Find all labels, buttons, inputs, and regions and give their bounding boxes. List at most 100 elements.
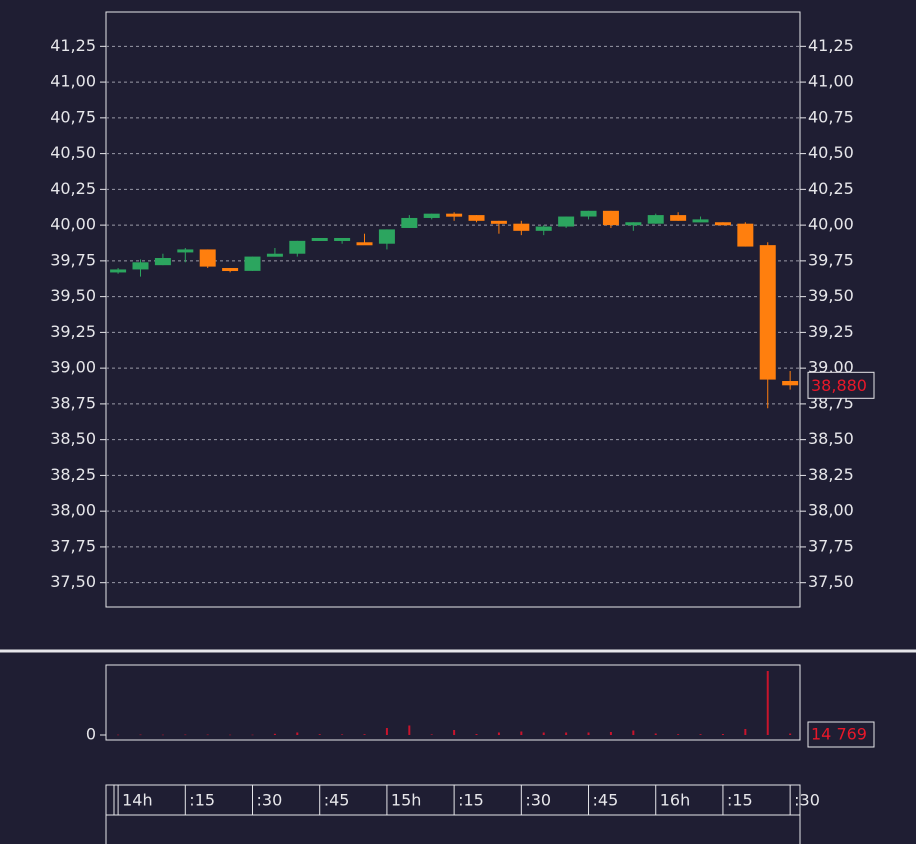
y-tick-label: 40,25 bbox=[50, 179, 96, 198]
candle-body bbox=[558, 216, 575, 227]
y-tick-label: 38,50 bbox=[50, 429, 96, 448]
candle-body bbox=[266, 253, 283, 257]
candle-body bbox=[602, 210, 619, 226]
candle-body bbox=[580, 210, 597, 217]
volume-bar bbox=[161, 734, 164, 736]
volume-bar bbox=[632, 730, 635, 735]
candle-body bbox=[625, 222, 642, 226]
candle-body bbox=[782, 381, 799, 386]
candle-body bbox=[110, 269, 127, 273]
last-volume-label: 14 769 bbox=[811, 725, 867, 744]
volume-bar bbox=[475, 734, 478, 735]
y-tick-label-right: 39,50 bbox=[808, 286, 854, 305]
volume-bar bbox=[587, 732, 590, 735]
last-volume-box bbox=[807, 721, 875, 748]
volume-bar bbox=[497, 732, 500, 735]
candle-body bbox=[446, 213, 463, 217]
volume-bar bbox=[677, 734, 680, 735]
y-tick-label-right: 38,25 bbox=[808, 465, 854, 484]
volume-bar bbox=[609, 732, 612, 735]
y-tick-label-right: 39,25 bbox=[808, 322, 854, 341]
volume-bar bbox=[296, 732, 299, 735]
volume-bar bbox=[117, 734, 120, 736]
candle-body bbox=[692, 219, 709, 223]
y-tick-label: 39,25 bbox=[50, 322, 96, 341]
y-tick-label: 39,50 bbox=[50, 286, 96, 305]
x-tick-label: :30 bbox=[257, 791, 283, 810]
candle-body bbox=[199, 249, 216, 267]
x-tick-label: 16h bbox=[660, 791, 691, 810]
volume-bar bbox=[430, 734, 433, 735]
candle-body bbox=[670, 215, 687, 221]
x-tick-label: 14h bbox=[122, 791, 152, 810]
volume-bar bbox=[542, 732, 545, 735]
volume-bar bbox=[318, 734, 321, 735]
y-tick-label: 41,25 bbox=[50, 36, 96, 55]
candle-body bbox=[356, 242, 373, 246]
volume-bar bbox=[453, 730, 456, 735]
candle-body bbox=[513, 223, 530, 231]
price-frame bbox=[105, 11, 801, 608]
candle-body bbox=[289, 240, 306, 254]
y-tick-label-right: 38,50 bbox=[808, 429, 854, 448]
y-tick-label-right: 41,00 bbox=[808, 72, 854, 91]
candle-body bbox=[378, 229, 395, 244]
candle-body bbox=[177, 249, 194, 253]
volume-bar bbox=[408, 725, 411, 735]
candle-body bbox=[737, 223, 754, 247]
volume-bar bbox=[766, 671, 769, 735]
last-price-label: 38,880 bbox=[811, 376, 867, 395]
x-tick-label: :15 bbox=[727, 791, 753, 810]
candle-body bbox=[759, 245, 776, 380]
y-tick-label-right: 40,00 bbox=[808, 215, 854, 234]
y-tick-label: 0 bbox=[86, 725, 96, 744]
y-tick-label: 40,00 bbox=[50, 215, 96, 234]
volume-bar bbox=[206, 734, 209, 736]
candle-body bbox=[647, 215, 664, 224]
volume-frame bbox=[105, 664, 801, 741]
candle-body bbox=[468, 215, 485, 221]
y-tick-label-right: 40,50 bbox=[808, 143, 854, 162]
x-tick-label: :15 bbox=[189, 791, 215, 810]
y-tick-label: 39,00 bbox=[50, 358, 96, 377]
y-tick-label-right: 40,25 bbox=[808, 179, 854, 198]
volume-bar bbox=[273, 733, 276, 735]
candle-body bbox=[401, 217, 418, 228]
volume-bar bbox=[744, 729, 747, 735]
candle-body bbox=[154, 258, 171, 266]
candle-body bbox=[132, 262, 149, 270]
volume-bar bbox=[385, 728, 388, 735]
y-tick-label: 39,75 bbox=[50, 250, 96, 269]
candle-body bbox=[423, 213, 440, 218]
x-tick-label: :45 bbox=[593, 791, 619, 810]
volume-bar bbox=[654, 733, 657, 735]
volume-bar bbox=[341, 734, 344, 735]
y-tick-label-right: 37,75 bbox=[808, 536, 854, 555]
y-tick-label: 40,50 bbox=[50, 143, 96, 162]
candle-body bbox=[535, 226, 552, 231]
y-tick-label: 37,50 bbox=[50, 572, 96, 591]
y-tick-label: 38,75 bbox=[50, 393, 96, 412]
y-tick-label: 38,00 bbox=[50, 501, 96, 520]
y-tick-label-right: 38,00 bbox=[808, 501, 854, 520]
y-tick-label-right: 39,75 bbox=[808, 250, 854, 269]
volume-bar bbox=[184, 734, 187, 736]
y-tick-label-right: 40,75 bbox=[808, 107, 854, 126]
y-tick-label: 37,75 bbox=[50, 536, 96, 555]
y-tick-label: 38,25 bbox=[50, 465, 96, 484]
y-tick-label-right: 37,50 bbox=[808, 572, 854, 591]
x-tick-label: :15 bbox=[458, 791, 484, 810]
candle-body bbox=[311, 237, 328, 241]
candle-body bbox=[490, 220, 507, 224]
volume-bar bbox=[565, 732, 568, 735]
y-tick-label: 40,75 bbox=[50, 107, 96, 126]
last-price-box bbox=[807, 371, 875, 399]
y-tick-label: 41,00 bbox=[50, 72, 96, 91]
x-tick-label: :30 bbox=[525, 791, 551, 810]
candle-body bbox=[244, 256, 261, 271]
volume-bar bbox=[699, 734, 702, 735]
volume-bar bbox=[721, 734, 724, 735]
x-tick-label: :45 bbox=[324, 791, 350, 810]
